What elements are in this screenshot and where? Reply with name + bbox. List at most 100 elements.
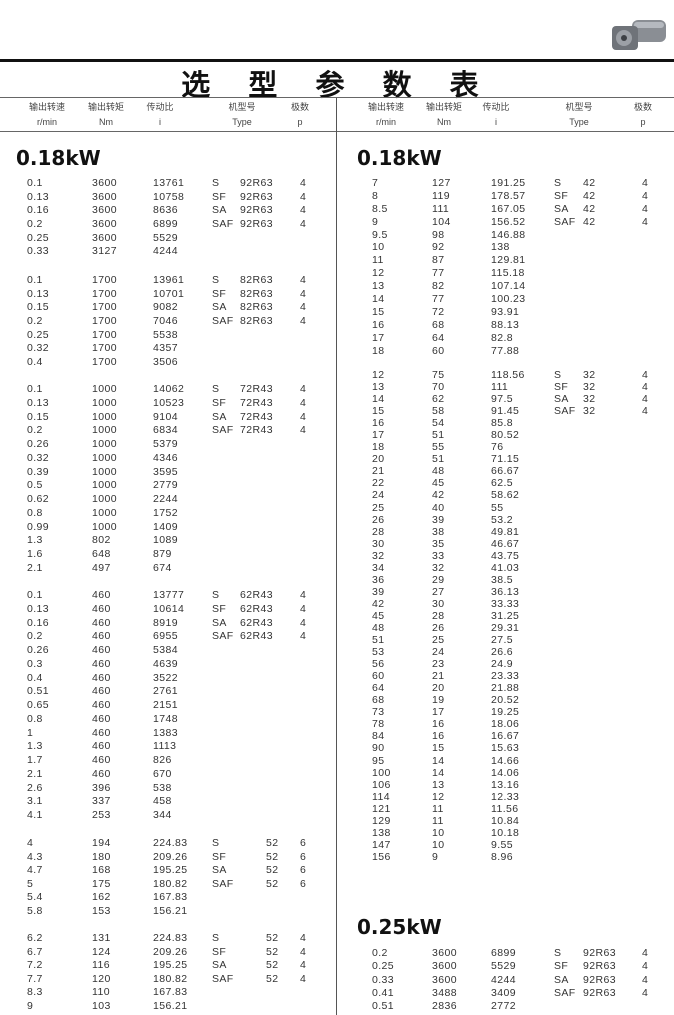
model-cell: 52 [266,959,278,971]
speed-cell: 26 [372,514,384,526]
speed-cell: 48 [372,622,384,634]
poles-cell: 4 [642,960,648,972]
speed-cell: 0.25 [27,329,49,341]
ratio-cell: 129.81 [491,254,526,266]
type-cell: SF [212,191,226,203]
model-cell: 72R43 [240,383,273,395]
model-cell: 92R63 [583,987,616,999]
torque-cell: 131 [92,932,111,944]
speed-cell: 147 [372,839,391,851]
speed-cell: 15 [372,405,384,417]
ratio-cell: 209.26 [153,851,188,863]
speed-cell: 0.1 [27,589,43,601]
ratio-cell: 1383 [153,727,178,739]
type-cell: SA [212,301,227,313]
torque-cell: 11 [432,803,444,815]
ratio-cell: 66.67 [491,465,519,477]
torque-cell: 802 [92,534,111,546]
speed-cell: 21 [372,465,384,477]
model-cell: 52 [266,851,278,863]
right-header-poles-unit: p [613,115,673,129]
speed-cell: 53 [372,646,384,658]
torque-cell: 460 [92,740,111,752]
model-cell: 42 [583,203,595,215]
speed-cell: 0.1 [27,274,43,286]
speed-cell: 0.39 [27,466,49,478]
poles-cell: 4 [300,177,306,189]
torque-cell: 77 [432,267,444,279]
speed-cell: 17 [372,332,384,344]
speed-cell: 28 [372,526,384,538]
poles-cell: 4 [300,274,306,286]
speed-cell: 22 [372,477,384,489]
torque-cell: 62 [432,393,444,405]
torque-cell: 1000 [92,521,117,533]
torque-cell: 64 [432,332,444,344]
ratio-cell: 115.18 [491,267,525,279]
type-cell: SAF [212,218,234,230]
speed-cell: 0.65 [27,699,49,711]
speed-cell: 16 [372,417,384,429]
speed-cell: 10 [372,241,384,253]
ratio-cell: 10701 [153,288,184,300]
ratio-cell: 13777 [153,589,184,601]
speed-cell: 4.1 [27,809,43,821]
model-cell: 82R63 [240,315,273,327]
left-header-torque-unit: Nm [76,115,136,129]
speed-cell: 8.5 [372,203,388,215]
torque-cell: 3600 [432,960,457,972]
ratio-cell: 458 [153,795,172,807]
torque-cell: 1000 [92,452,117,464]
torque-cell: 460 [92,672,111,684]
torque-cell: 92 [432,241,444,253]
model-cell: 82R63 [240,274,273,286]
ratio-cell: 224.83 [153,932,188,944]
torque-cell: 168 [92,864,111,876]
model-cell: 92R63 [240,218,273,230]
poles-cell: 4 [642,974,648,986]
torque-cell: 460 [92,727,111,739]
ratio-cell: 195.25 [153,864,188,876]
type-cell: SF [554,960,568,972]
torque-cell: 72 [432,306,444,318]
ratio-cell: 55 [491,502,503,514]
ratio-cell: 14.06 [491,767,519,779]
type-cell: SA [554,203,569,215]
torque-cell: 460 [92,589,111,601]
torque-cell: 1700 [92,342,117,354]
poles-cell: 4 [300,424,306,436]
type-cell: S [554,369,561,381]
ratio-cell: 8636 [153,204,178,216]
ratio-cell: 5384 [153,644,178,656]
speed-cell: 0.13 [27,191,49,203]
torque-cell: 19 [432,694,444,706]
poles-cell: 4 [300,589,306,601]
torque-cell: 51 [432,453,444,465]
speed-cell: 9 [27,1000,33,1012]
ratio-cell: 8.96 [491,851,513,863]
poles-cell: 4 [300,617,306,629]
speed-cell: 0.2 [27,218,43,230]
ratio-cell: 6899 [153,218,178,230]
speed-cell: 0.99 [27,521,49,533]
ratio-cell: 5529 [153,232,178,244]
speed-cell: 8 [372,190,378,202]
right-header-type-unit: Type [549,115,609,129]
torque-cell: 82 [432,280,444,292]
right-header-type-cn: 机型号 [549,100,609,114]
ratio-cell: 5379 [153,438,178,450]
ratio-cell: 16.67 [491,730,519,742]
ratio-cell: 14062 [153,383,184,395]
speed-cell: 114 [372,791,390,803]
torque-cell: 460 [92,699,111,711]
left-header-ratio-cn: 传动比 [130,100,190,114]
type-cell: SAF [212,424,234,436]
left-header-poles-unit: p [270,115,330,129]
poles-cell: 4 [300,411,306,423]
speed-cell: 0.13 [27,603,49,615]
ratio-cell: 9.55 [491,839,513,851]
ratio-cell: 156.21 [153,905,188,917]
poles-cell: 4 [300,204,306,216]
poles-cell: 4 [642,947,648,959]
torque-cell: 10 [432,839,444,851]
